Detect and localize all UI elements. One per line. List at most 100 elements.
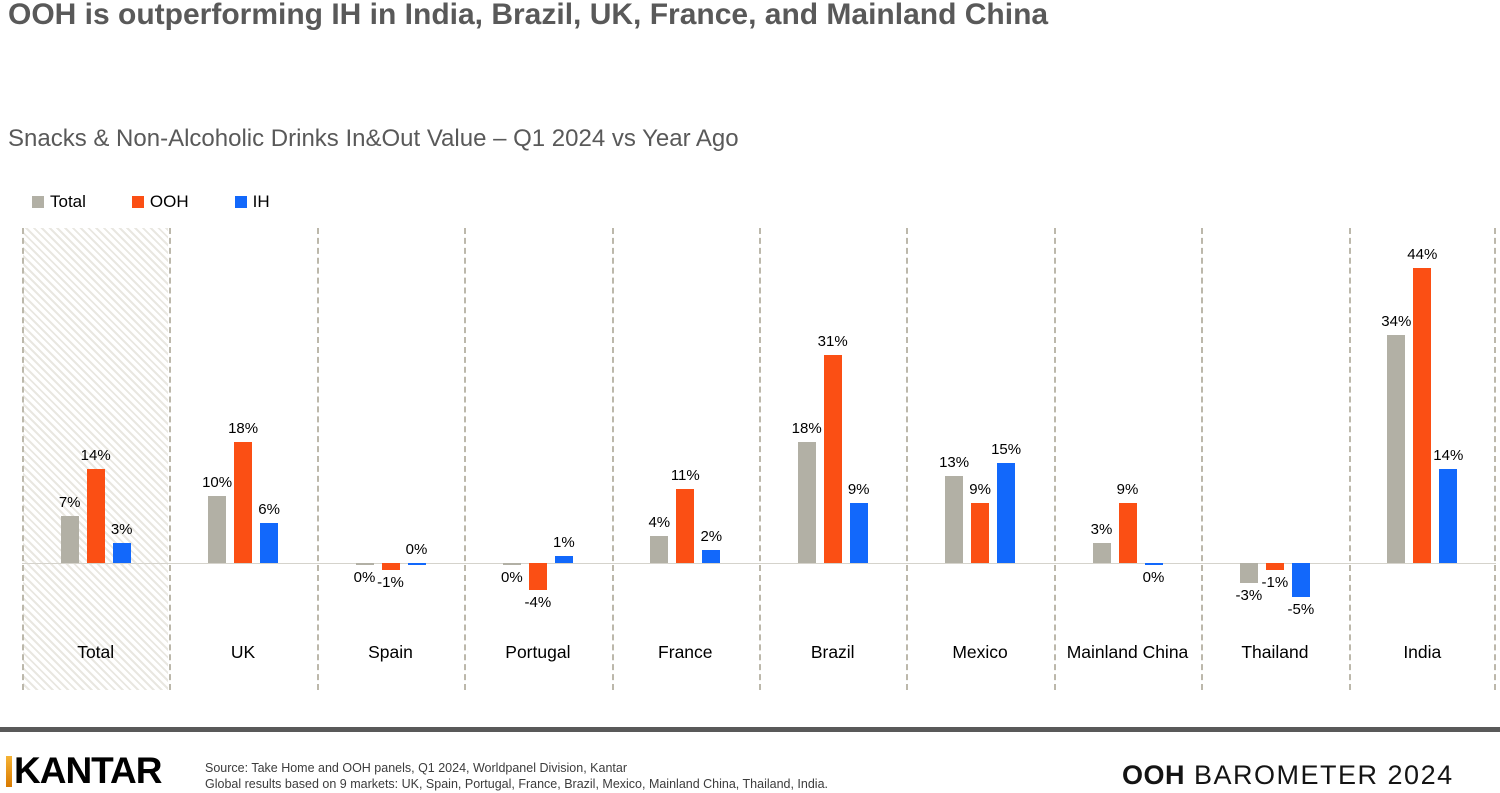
value-label-ih-mexico: 15% xyxy=(991,440,1022,458)
bar-total-india xyxy=(1387,335,1406,563)
legend-item-total: Total xyxy=(32,192,86,212)
bar-total-portugal xyxy=(502,563,521,565)
bar-total-spain xyxy=(355,563,374,565)
bar-chart: 7% 14% 3% Total 10% 18% 6% UK 0% -1% 0% Spain 0% -4% 1… xyxy=(22,228,1496,690)
bar-ih-spain xyxy=(407,563,426,565)
category-label-spain: Spain xyxy=(368,642,413,662)
ooh-barometer-logo: OOH BAROMETER 2024 xyxy=(1122,760,1454,791)
category-label-india: India xyxy=(1403,642,1442,662)
value-label-ooh-portugal: -4% xyxy=(524,593,552,611)
category-label-portugal: Portugal xyxy=(505,642,571,662)
value-label-ih-mainland-china: 0% xyxy=(1142,569,1165,586)
bar-total-france xyxy=(650,536,669,563)
bar-ooh-portugal xyxy=(528,563,547,590)
highlighted-total-band xyxy=(23,228,169,690)
value-label-total-uk: 10% xyxy=(202,474,233,491)
bar-ih-brazil xyxy=(849,502,868,563)
zero-baseline xyxy=(22,563,1496,564)
legend-label: Total xyxy=(50,192,86,211)
dashed-separator xyxy=(22,228,24,690)
value-label-total-brazil: 18% xyxy=(791,420,822,438)
bar-ih-thailand xyxy=(1291,563,1310,597)
value-label-ih-spain: 0% xyxy=(405,541,428,558)
legend-label: IH xyxy=(252,192,270,211)
value-label-total-portugal: 0% xyxy=(501,569,523,586)
footer-divider xyxy=(0,727,1500,732)
value-label-ooh-mainland-china: 9% xyxy=(1116,480,1139,498)
bar-total-brazil xyxy=(797,442,816,563)
bar-ooh-uk xyxy=(234,442,253,563)
legend-item-ih: IH xyxy=(234,192,270,212)
bar-total-total xyxy=(60,516,79,563)
bar-ooh-total xyxy=(86,469,105,563)
chart-legend: Total OOH IH xyxy=(32,192,316,212)
value-label-ooh-total: 14% xyxy=(80,447,111,465)
source-line-1: Source: Take Home and OOH panels, Q1 202… xyxy=(205,761,627,775)
value-label-ooh-brazil: 31% xyxy=(817,333,848,351)
legend-item-ooh: OOH xyxy=(131,192,189,212)
value-label-ooh-uk: 18% xyxy=(228,420,259,438)
bar-ooh-brazil xyxy=(823,355,842,563)
value-label-ih-france: 2% xyxy=(700,527,723,545)
page-title: OOH is outperforming IH in India, Brazil… xyxy=(8,0,1049,31)
category-label-thailand: Thailand xyxy=(1241,642,1309,662)
category-label-total: Total xyxy=(77,642,115,662)
bar-total-mexico xyxy=(945,475,964,563)
value-label-total-france: 4% xyxy=(648,514,671,532)
value-label-ih-total: 3% xyxy=(110,520,133,538)
value-label-total-mainland-china: 3% xyxy=(1090,520,1113,538)
value-label-ooh-spain: -1% xyxy=(377,573,404,591)
value-label-ih-india: 14% xyxy=(1433,447,1464,465)
kantar-logo-text: KANTAR xyxy=(14,750,162,791)
bar-total-thailand xyxy=(1239,563,1258,584)
chart-subtitle: Snacks & Non-Alcoholic Drinks In&Out Val… xyxy=(8,125,739,152)
value-label-total-total: 7% xyxy=(58,494,81,512)
category-label-mexico: Mexico xyxy=(952,642,1008,662)
value-label-total-thailand: -3% xyxy=(1235,587,1263,605)
dashed-separator xyxy=(1201,228,1204,690)
value-label-ooh-france: 11% xyxy=(670,467,700,485)
value-label-ih-brazil: 9% xyxy=(847,480,870,498)
legend-swatch-icon xyxy=(32,196,44,208)
dashed-separator xyxy=(759,228,761,690)
value-label-ooh-india: 44% xyxy=(1407,246,1438,264)
value-label-total-india: 34% xyxy=(1381,313,1412,331)
dashed-separator xyxy=(1053,228,1056,690)
category-label-mainland-china: Mainland China xyxy=(1066,642,1189,662)
legend-swatch-icon xyxy=(131,196,144,208)
bar-ooh-thailand xyxy=(1265,563,1284,570)
category-label-uk: UK xyxy=(230,642,256,662)
dashed-separator xyxy=(1348,228,1351,690)
bar-ooh-mainland-china xyxy=(1118,502,1137,563)
bar-ooh-france xyxy=(676,489,695,563)
legend-label: OOH xyxy=(149,192,189,211)
value-label-total-mexico: 13% xyxy=(939,453,970,471)
legend-swatch-icon xyxy=(234,196,247,208)
category-label-france: France xyxy=(658,642,713,662)
bar-ooh-mexico xyxy=(971,502,990,563)
value-label-ih-uk: 6% xyxy=(258,500,280,518)
bar-ih-mexico xyxy=(997,462,1016,563)
dashed-separator xyxy=(611,228,614,690)
bar-ih-uk xyxy=(260,522,279,563)
kantar-logo: KANTAR xyxy=(6,750,162,791)
value-label-ih-portugal: 1% xyxy=(553,534,575,552)
bar-ih-india xyxy=(1439,469,1458,563)
value-label-ooh-thailand: -1% xyxy=(1261,573,1289,591)
bar-ih-portugal xyxy=(554,556,573,563)
category-label-brazil: Brazil xyxy=(810,642,855,662)
kantar-logo-accent-bar xyxy=(6,755,12,787)
ooh-barometer-bold: OOH xyxy=(1122,760,1186,790)
dashed-separator xyxy=(1494,228,1496,690)
dashed-separator xyxy=(316,228,319,690)
bar-ooh-india xyxy=(1413,268,1432,563)
value-label-ooh-mexico: 9% xyxy=(969,480,991,498)
bar-total-uk xyxy=(208,496,227,563)
bar-total-mainland-china xyxy=(1092,542,1111,563)
bar-ooh-spain xyxy=(381,563,400,570)
bar-ih-total xyxy=(112,542,131,563)
source-line-2: Global results based on 9 markets: UK, S… xyxy=(205,777,828,791)
ooh-barometer-rest: BAROMETER 2024 xyxy=(1185,760,1454,790)
source-note: Source: Take Home and OOH panels, Q1 202… xyxy=(205,760,828,792)
bar-ih-mainland-china xyxy=(1144,563,1163,565)
